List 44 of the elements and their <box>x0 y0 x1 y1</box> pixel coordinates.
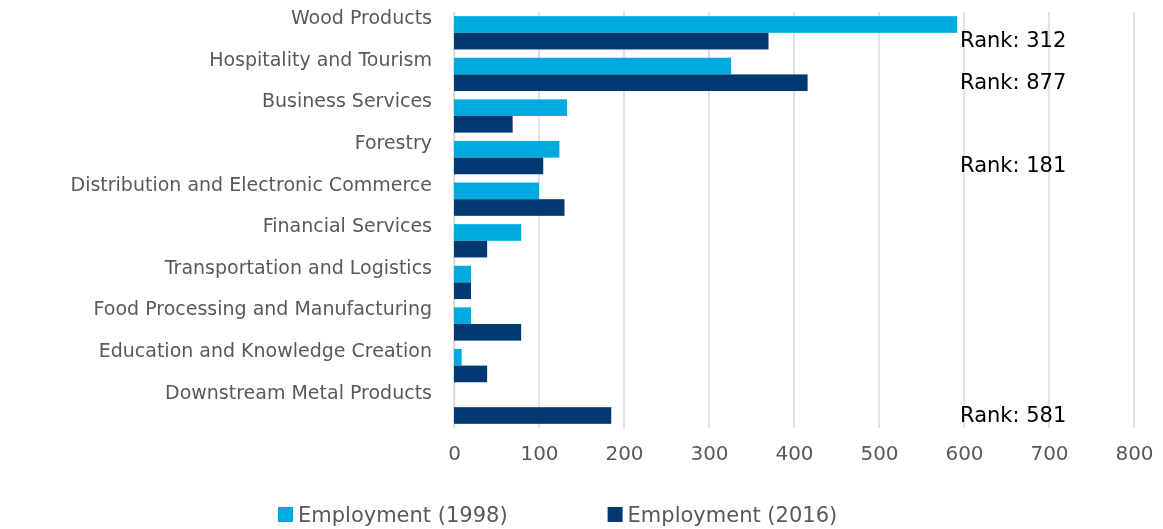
bar <box>454 282 471 300</box>
bar <box>454 365 488 383</box>
annotation: Rank: 581 <box>960 402 1067 427</box>
x-tick-label: 0 <box>448 441 461 466</box>
bar <box>454 348 462 366</box>
x-tick-label: 500 <box>860 441 899 466</box>
y-tick-label: Financial Services <box>262 214 432 237</box>
x-tick-label: 700 <box>1030 441 1069 466</box>
x-tick-label: 100 <box>520 441 559 466</box>
y-tick-label: Business Services <box>262 89 432 112</box>
y-tick-label: Distribution and Electronic Commerce <box>70 172 432 195</box>
bar <box>454 140 560 158</box>
x-tick-label: 300 <box>690 441 729 466</box>
annotation: Rank: 877 <box>960 70 1067 95</box>
x-tick-label: 400 <box>775 441 814 466</box>
bar <box>454 240 488 258</box>
bar <box>454 324 522 341</box>
y-tick-label: Wood Products <box>290 6 432 29</box>
y-tick-label: Downstream Metal Products <box>165 380 432 403</box>
x-tick-label: 600 <box>945 441 984 466</box>
x-tick-label: 800 <box>1115 441 1154 466</box>
bar <box>454 99 568 116</box>
bar <box>454 116 513 133</box>
bar <box>454 32 769 50</box>
bar <box>454 182 539 200</box>
bar <box>454 407 612 424</box>
legend-label: Employment (1998) <box>298 503 508 528</box>
bar <box>454 307 471 324</box>
bar <box>454 74 808 92</box>
bar <box>454 265 471 283</box>
y-tick-label: Hospitality and Tourism <box>209 47 432 70</box>
y-tick-label: Education and Knowledge Creation <box>98 339 432 362</box>
bar <box>454 224 522 241</box>
y-tick-label: Forestry <box>354 131 432 154</box>
annotation: Rank: 312 <box>960 28 1067 53</box>
y-tick-label: Transportation and Logistics <box>163 255 432 278</box>
bar <box>454 157 544 175</box>
y-tick-label: Food Processing and Manufacturing <box>93 297 432 320</box>
bar <box>454 199 565 216</box>
bar <box>454 57 732 75</box>
annotation: Rank: 181 <box>960 153 1067 178</box>
bar <box>454 16 958 33</box>
legend-label: Employment (2016) <box>627 503 838 528</box>
x-tick-label: 200 <box>605 441 644 466</box>
